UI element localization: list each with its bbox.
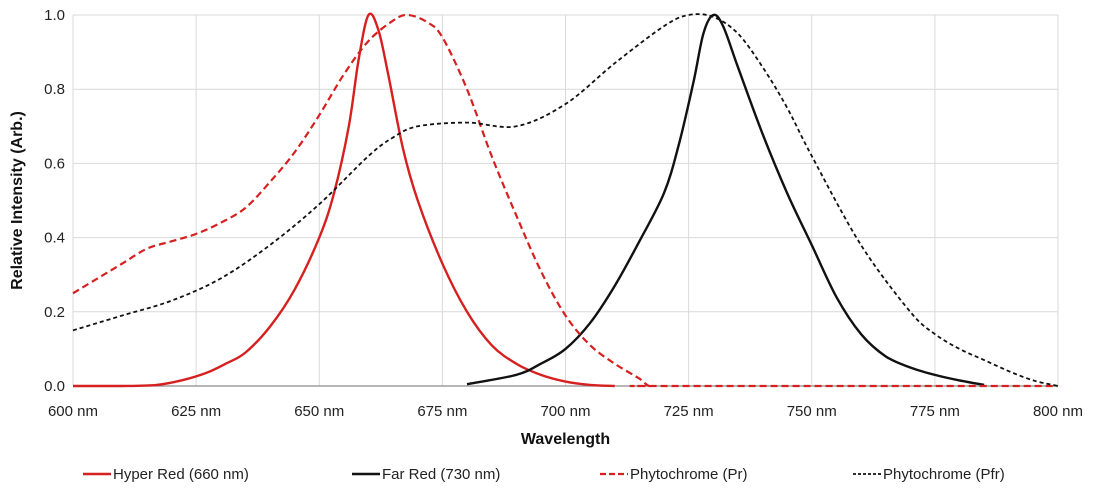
- x-tick-label: 700 nm: [540, 403, 590, 420]
- y-tick-labels: 0.0 0.2 0.4 0.6 0.8 1.0: [44, 7, 65, 395]
- series-line-phytochrome-pfr: [72, 13, 1059, 387]
- y-tick-label: 0.4: [44, 230, 65, 247]
- y-tick-label: 0.0: [44, 378, 65, 395]
- x-axis-title: Wavelength: [521, 431, 610, 448]
- y-tick-label: 0.2: [44, 304, 65, 321]
- legend-label-hyper-red-660-nm: Hyper Red (660 nm): [113, 466, 249, 483]
- x-tick-label: 650 nm: [294, 403, 344, 420]
- series-line-phytochrome-pr: [72, 13, 1058, 388]
- legend: Hyper Red (660 nm) Far Red (730 nm) Phytoc…: [83, 466, 1005, 483]
- y-axis-title: Relative Intensity (Arb.): [9, 111, 26, 290]
- x-tick-label: 725 nm: [664, 403, 714, 420]
- y-tick-label: 0.8: [44, 81, 65, 98]
- x-tick-label: 600 nm: [48, 403, 98, 420]
- x-tick-labels: 600 nm 625 nm 650 nm 675 nm 700 nm 725 nm 750 …: [48, 403, 1083, 420]
- x-tick-label: 625 nm: [171, 403, 221, 420]
- legend-label-far-red-730-nm: Far Red (730 nm): [382, 466, 500, 483]
- series-line-far-red-730-nm: [466, 13, 985, 387]
- legend-label-phytochrome-pfr: Phytochrome (Pfr): [883, 466, 1005, 483]
- y-tick-label: 0.6: [44, 155, 65, 172]
- x-tick-label: 775 nm: [910, 403, 960, 420]
- series-lines: [72, 12, 1059, 388]
- y-tick-label: 1.0: [44, 7, 65, 24]
- series-line-hyper-red-660-nm: [73, 12, 615, 388]
- grid-lines: [72, 14, 1059, 386]
- x-tick-label: 750 nm: [787, 403, 837, 420]
- legend-label-phytochrome-pr: Phytochrome (Pr): [630, 466, 748, 483]
- x-tick-label: 675 nm: [417, 403, 467, 420]
- x-tick-label: 800 nm: [1033, 403, 1083, 420]
